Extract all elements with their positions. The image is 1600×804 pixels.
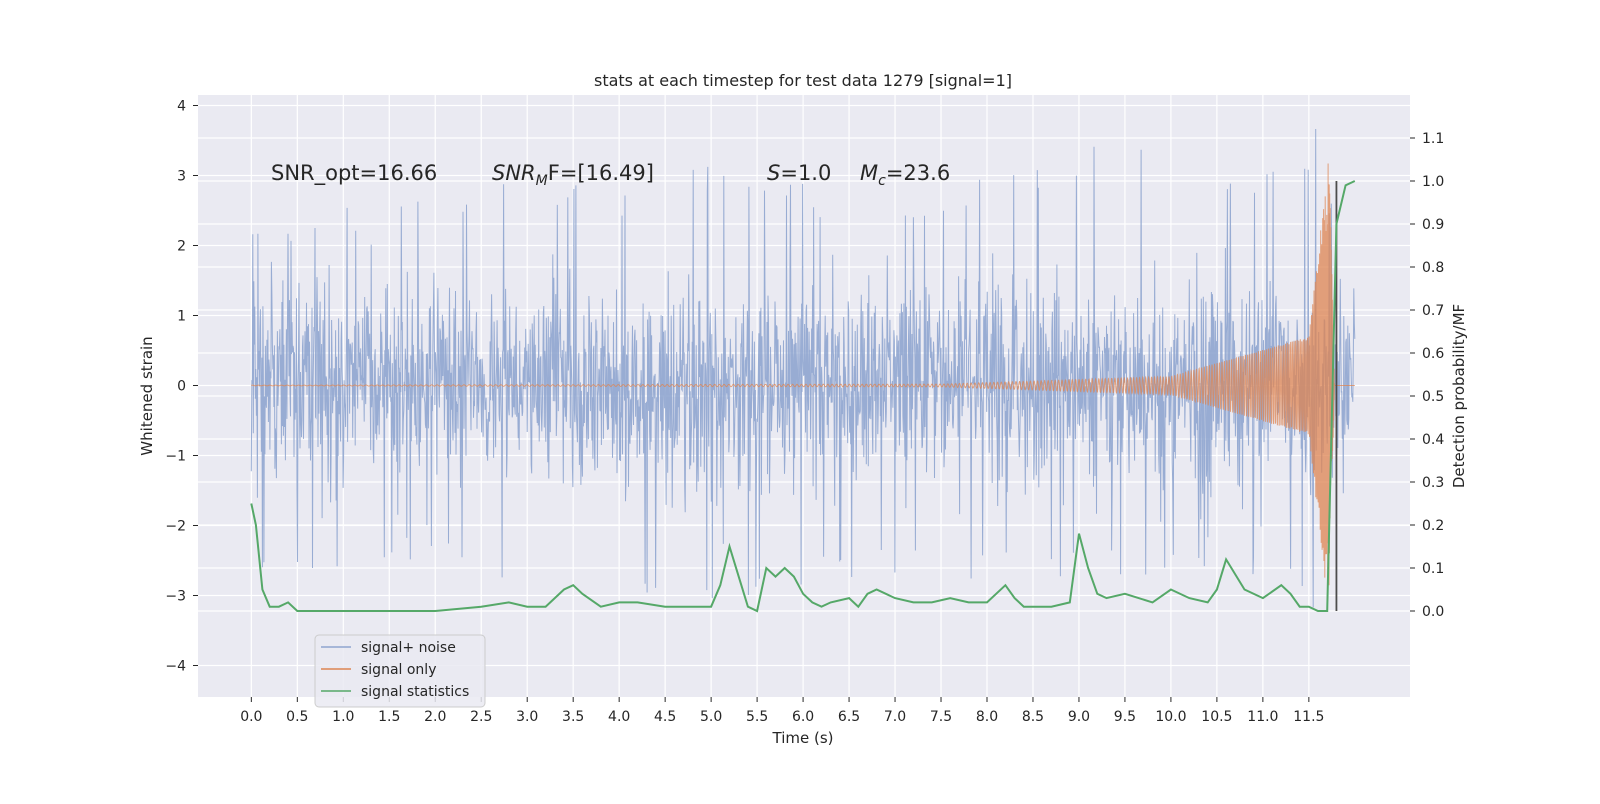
- y-right-tick-label: 0.2: [1422, 518, 1444, 534]
- y-right-tick-label: 0.9: [1422, 217, 1444, 233]
- x-tick-label: 7.0: [884, 709, 906, 725]
- x-tick-label: 2.0: [424, 709, 446, 725]
- x-axis-label: Time (s): [772, 729, 834, 747]
- x-tick-label: 10.5: [1201, 709, 1232, 725]
- x-tick-label: 6.5: [838, 709, 860, 725]
- x-tick-label: 10.0: [1155, 709, 1186, 725]
- y-tick-label: 1: [177, 309, 186, 325]
- annotation-snr-mf: SNRMF=[16.49]: [492, 161, 654, 189]
- y-right-tick-label: 0.1: [1422, 561, 1444, 577]
- x-tick-label: 4.5: [654, 709, 676, 725]
- x-tick-label: 7.5: [930, 709, 952, 725]
- x-tick-label: 9.0: [1068, 709, 1090, 725]
- y-right-tick-label: 0.5: [1422, 389, 1444, 405]
- y-tick-label: −1: [165, 449, 186, 465]
- y-tick-label: 4: [177, 99, 186, 115]
- y-right-axis-ticks: 0.0 0.1 0.2 0.3 0.4 0.5 0.6 0.7 0.8 0.9 1.0 1.1: [1410, 131, 1444, 620]
- y-right-tick-label: 0.8: [1422, 260, 1444, 276]
- legend-label-signal-noise: signal+ noise: [361, 640, 456, 656]
- annotation-mc-sub: c: [878, 173, 886, 189]
- x-tick-label: 4.0: [608, 709, 630, 725]
- x-tick-label: 9.5: [1114, 709, 1136, 725]
- annotation-s-value: =1.0: [780, 161, 831, 185]
- x-tick-label: 0.5: [286, 709, 308, 725]
- annotation-mc-value: =23.6: [886, 161, 950, 185]
- y-tick-label: −4: [165, 659, 186, 675]
- y-tick-label: 2: [177, 239, 186, 255]
- x-tick-label: 3.0: [516, 709, 538, 725]
- x-tick-label: 8.0: [976, 709, 998, 725]
- annotation-snr-opt: SNR_opt=16.66: [271, 161, 437, 186]
- y-right-tick-label: 0.0: [1422, 604, 1444, 620]
- annotation-s: S=1.0: [767, 161, 831, 185]
- y-tick-label: 3: [177, 169, 186, 185]
- annotation-snr-mf-sub: M: [536, 173, 548, 189]
- x-tick-label: 1.0: [332, 709, 354, 725]
- x-axis-ticks: 0.0 0.5 1.0 1.5 2.0 2.5 3.0 3.5 4.0 4.5 5.0 5.5 6.0 6…: [240, 697, 1324, 725]
- annotation-snr-mf-rest: F=[16.49]: [548, 161, 654, 185]
- y-right-axis-label: Detection probability/MF: [1450, 304, 1468, 488]
- annotation-mc-base: M: [860, 161, 878, 185]
- x-tick-label: 11.5: [1293, 709, 1324, 725]
- series-signal-noise: [250, 128, 1356, 608]
- y-tick-label: 0: [177, 379, 186, 395]
- y-right-tick-label: 1.1: [1422, 131, 1444, 147]
- x-tick-label: 8.5: [1022, 709, 1044, 725]
- x-tick-label: 0.0: [240, 709, 262, 725]
- y-axis-label: Whitened strain: [138, 336, 156, 455]
- y-tick-label: −3: [165, 589, 186, 605]
- annotations: SNR_opt=16.66 SNRMF=[16.49] S=1.0 Mc=23.…: [271, 161, 950, 189]
- series-signal-only: [251, 163, 1355, 586]
- annotation-s-label: S: [767, 161, 780, 185]
- legend-box: [314, 634, 486, 708]
- annotation-mc: Mc=23.6: [860, 161, 950, 189]
- y-right-tick-label: 0.7: [1422, 303, 1444, 319]
- legend-label-signal-statistics: signal statistics: [361, 684, 469, 700]
- y-tick-label: −2: [165, 519, 186, 535]
- x-tick-label: 5.5: [746, 709, 768, 725]
- x-tick-label: 6.0: [792, 709, 814, 725]
- x-tick-label: 3.5: [562, 709, 584, 725]
- legend-label-signal-only: signal only: [361, 662, 436, 678]
- x-tick-label: 2.5: [470, 709, 492, 725]
- x-tick-label: 5.0: [700, 709, 722, 725]
- series-signal-statistics: [250, 180, 1356, 613]
- y-right-tick-label: 1.0: [1422, 174, 1444, 190]
- y-axis-ticks: −4 −3 −2 −1 0 1 2 3 4: [165, 99, 198, 675]
- annotation-snr-mf-base: SNR: [492, 161, 536, 185]
- y-right-tick-label: 0.4: [1422, 432, 1444, 448]
- x-tick-label: 11.0: [1247, 709, 1278, 725]
- y-right-tick-label: 0.6: [1422, 346, 1444, 362]
- legend: signal+ noise signal only signal statist…: [314, 634, 486, 708]
- plot-area: [250, 128, 1356, 613]
- x-tick-label: 1.5: [378, 709, 400, 725]
- y-right-tick-label: 0.3: [1422, 475, 1444, 491]
- chart-title: stats at each timestep for test data 127…: [594, 71, 1012, 90]
